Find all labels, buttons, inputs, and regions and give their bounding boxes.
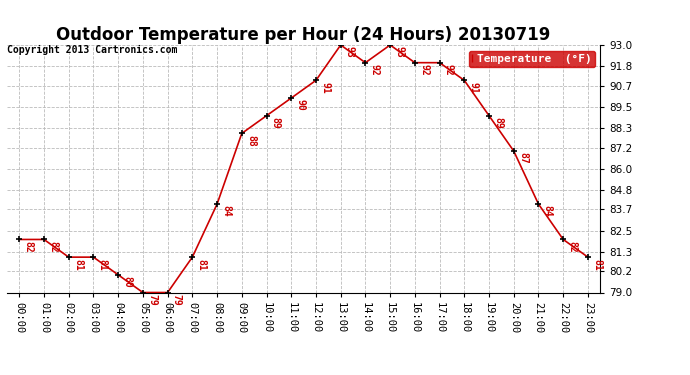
Text: 92: 92 xyxy=(370,64,380,76)
Legend: Temperature  (°F): Temperature (°F) xyxy=(469,51,595,67)
Text: 82: 82 xyxy=(23,241,33,253)
Text: 87: 87 xyxy=(518,153,528,164)
Text: Outdoor Temperature per Hour (24 Hours) 20130719: Outdoor Temperature per Hour (24 Hours) … xyxy=(57,26,551,44)
Text: Copyright 2013 Cartronics.com: Copyright 2013 Cartronics.com xyxy=(7,45,177,55)
Text: 93: 93 xyxy=(394,46,404,58)
Text: 79: 79 xyxy=(147,294,157,306)
Text: 81: 81 xyxy=(197,258,206,270)
Text: 89: 89 xyxy=(270,117,281,129)
Text: 82: 82 xyxy=(567,241,578,253)
Text: 92: 92 xyxy=(419,64,429,76)
Text: 81: 81 xyxy=(73,258,83,270)
Text: 91: 91 xyxy=(320,82,330,93)
Text: 82: 82 xyxy=(48,241,58,253)
Text: 84: 84 xyxy=(221,206,231,217)
Text: 80: 80 xyxy=(122,276,132,288)
Text: 88: 88 xyxy=(246,135,256,147)
Text: 84: 84 xyxy=(542,206,553,217)
Text: 89: 89 xyxy=(493,117,503,129)
Text: 90: 90 xyxy=(295,99,306,111)
Text: 81: 81 xyxy=(592,258,602,270)
Text: 91: 91 xyxy=(469,82,478,93)
Text: 81: 81 xyxy=(97,258,108,270)
Text: 93: 93 xyxy=(345,46,355,58)
Text: 92: 92 xyxy=(444,64,454,76)
Text: 79: 79 xyxy=(172,294,181,306)
